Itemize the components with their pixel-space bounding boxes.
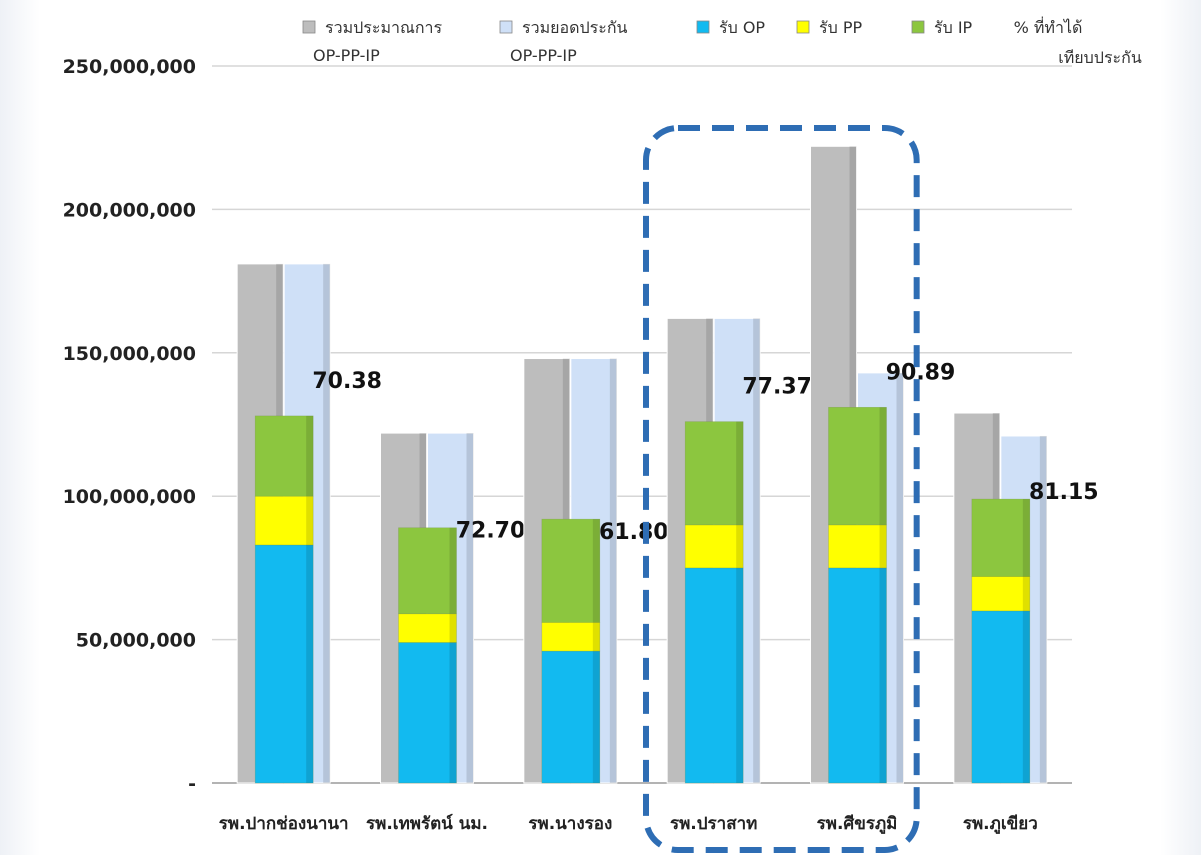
bar-ip [254,415,314,497]
bar-guarantee-total-shade [753,318,761,783]
bar-pp [254,495,314,546]
bar-pp [828,524,887,569]
bar-op [398,642,457,784]
category-label: รพ.เทพรัตน์ นม. [366,813,488,834]
percent-label: 77.37 [742,375,812,400]
bar-guarantee-total-shade [323,263,331,784]
legend-swatch [302,20,316,34]
legend-label: รับ OP [719,18,765,37]
legend-swatch [696,20,710,34]
legend-swatch [499,20,513,34]
bar-ip-shade [306,415,314,497]
category-label: รพ.ภูเขียว [963,813,1038,835]
bar-ip-shade [736,421,744,525]
bar-op-shade [449,642,457,783]
highlight-box [643,125,920,853]
bar-ip [541,518,601,623]
bar-ip [971,498,1031,577]
legend-label-line2: OP-PP-IP [510,46,577,65]
legend-swatch [911,20,925,34]
bar-ip-shade [592,519,600,623]
percent-label: 90.89 [886,360,956,385]
bar-op-shade [736,567,744,783]
bar-pp-shade [449,613,457,643]
percent-label: 81.15 [1029,480,1099,505]
bar-ip [828,406,887,526]
percent-label: 72.70 [456,519,526,544]
bar-pp [541,622,601,652]
legend-label-line2: OP-PP-IP [313,46,380,65]
y-tick-label: 150,000,000 [63,343,196,365]
bar-op [971,610,1031,784]
bar-op-shade [592,651,600,783]
legend-percent-label-line2: เทียบประกัน [1058,48,1142,67]
bar-pp [398,613,457,643]
bar-guarantee-total-shade [609,358,617,783]
bar-pp [684,524,744,569]
percent-label: 70.38 [312,369,382,394]
legend-percent-label: % ที่ทำได้ [1014,16,1083,37]
bar-pp [971,576,1031,612]
bar-op [254,544,314,784]
bar-pp-shade [1022,576,1030,611]
category-label: รพ.นางรอง [528,814,612,834]
legend-label: รับ PP [819,18,862,37]
bar-ip [398,527,457,615]
category-label: รพ.ศีขรภูมิ [817,813,898,835]
bar-pp-shade [736,524,744,568]
y-tick-label: 50,000,000 [76,630,196,652]
y-tick-label: 200,000,000 [63,199,196,221]
bar-ip-shade [449,527,457,614]
legend-label: รวมยอดประกัน [522,18,628,37]
bar-op-shade [306,544,314,783]
y-tick-label: - [188,773,196,795]
bar-ip [684,421,744,526]
bar-ip-shade [1022,499,1030,577]
bar-op-shade [879,567,887,783]
bar-ip-shade [879,407,887,525]
bar-guarantee-total-shade [896,372,904,783]
legend-swatch [796,20,810,34]
bar-op [684,567,744,784]
bar-op [828,567,887,784]
bar-guarantee-total-shade [1039,435,1047,783]
bar-pp-shade [306,496,314,545]
y-tick-label: 100,000,000 [63,486,196,508]
category-label: รพ.ปากช่องนานา [219,814,349,834]
bar-pp-shade [592,622,600,652]
bar-op-shade [1022,610,1030,783]
legend-label: รวมประมาณการ [325,18,443,37]
legend-label: รับ IP [934,18,973,37]
bar-guarantee-total-shade [466,433,474,783]
percent-label: 61.80 [599,520,669,545]
y-tick-label: 250,000,000 [63,56,196,78]
bar-pp-shade [879,524,887,568]
bar-op [541,650,601,784]
category-label: รพ.ปราสาท [670,814,757,834]
